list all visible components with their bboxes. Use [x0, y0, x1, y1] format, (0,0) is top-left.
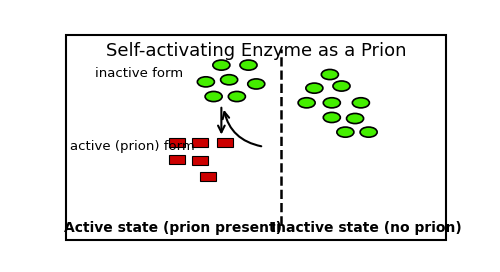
- Ellipse shape: [352, 98, 370, 108]
- Ellipse shape: [360, 127, 377, 137]
- Bar: [168, 138, 185, 147]
- Ellipse shape: [213, 60, 230, 70]
- Ellipse shape: [228, 91, 246, 101]
- Ellipse shape: [248, 79, 265, 89]
- Ellipse shape: [322, 69, 338, 80]
- Bar: [192, 138, 208, 147]
- Text: active (prion) form: active (prion) form: [70, 140, 195, 153]
- Ellipse shape: [346, 113, 364, 123]
- Ellipse shape: [240, 60, 257, 70]
- Ellipse shape: [205, 91, 222, 101]
- Bar: [200, 172, 216, 181]
- Text: Inactive state (no prion): Inactive state (no prion): [272, 221, 462, 235]
- Text: inactive form: inactive form: [96, 67, 184, 80]
- Bar: [217, 138, 234, 147]
- Ellipse shape: [324, 112, 340, 122]
- Ellipse shape: [298, 98, 315, 108]
- Ellipse shape: [198, 77, 214, 87]
- Text: Active state (prion present): Active state (prion present): [64, 221, 282, 235]
- Ellipse shape: [333, 81, 350, 91]
- Text: Self-activating Enzyme as a Prion: Self-activating Enzyme as a Prion: [106, 42, 406, 60]
- Bar: [168, 155, 185, 164]
- Ellipse shape: [324, 98, 340, 108]
- Ellipse shape: [306, 83, 323, 93]
- Ellipse shape: [220, 75, 238, 85]
- Ellipse shape: [337, 127, 354, 137]
- Bar: [192, 156, 208, 165]
